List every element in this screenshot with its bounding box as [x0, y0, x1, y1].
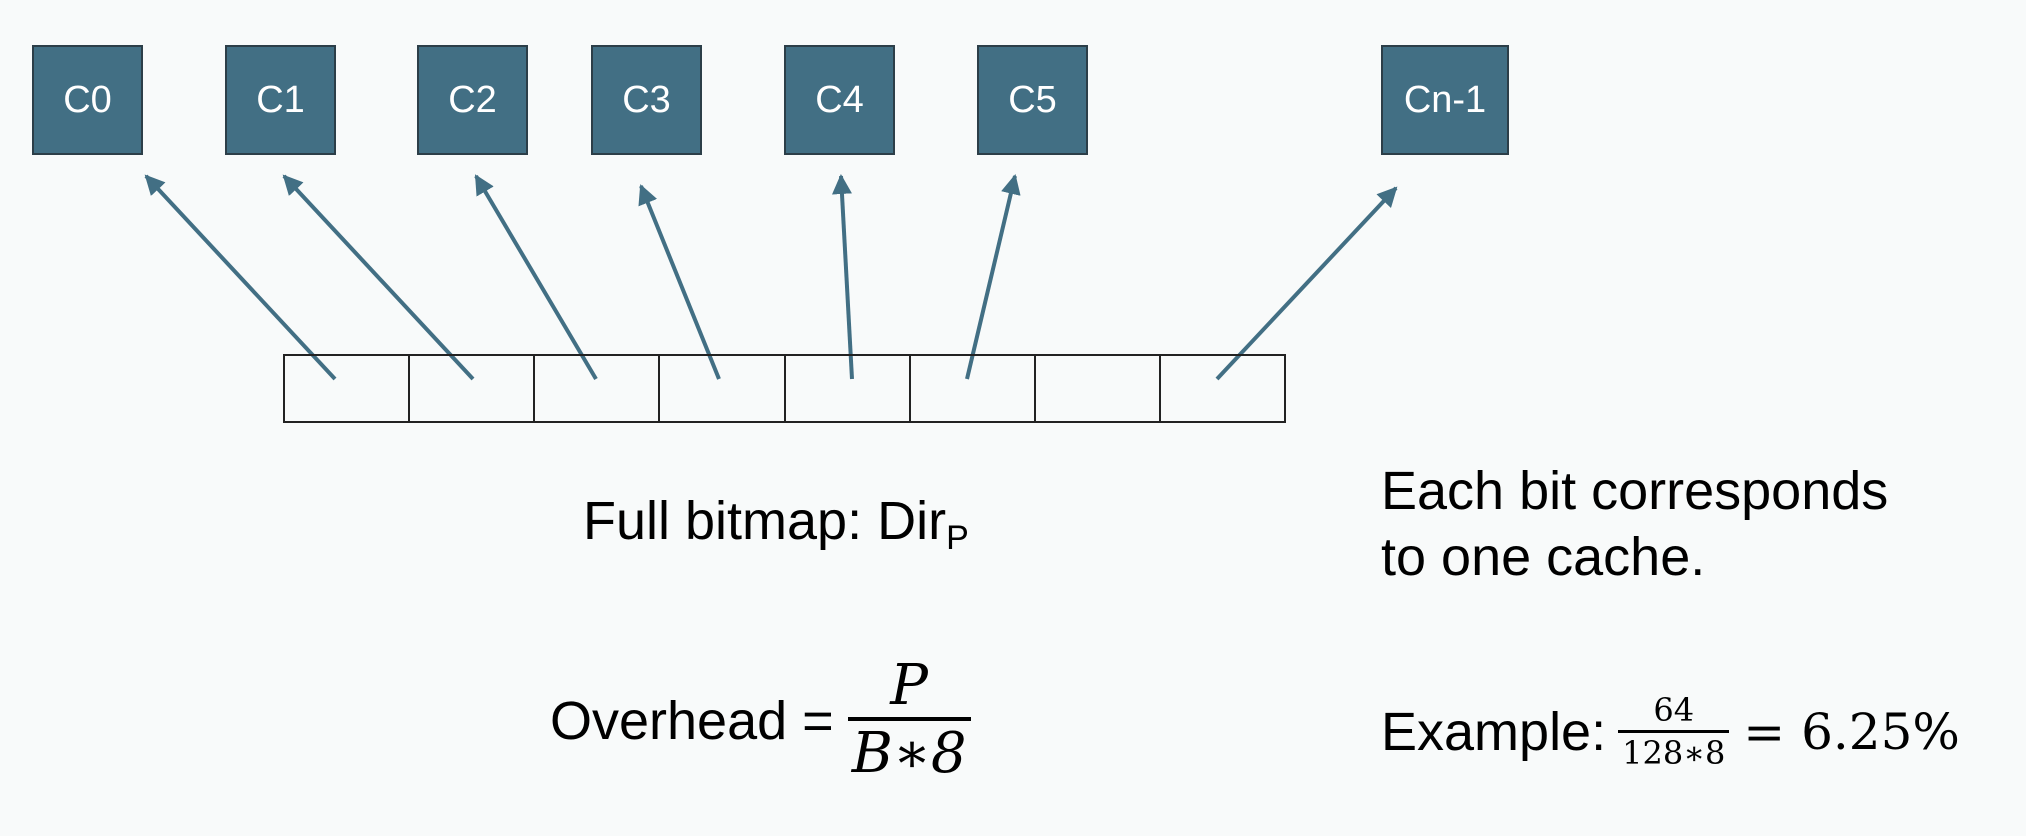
arrow-bit2-to-c2: [474, 174, 598, 381]
example-formula: Example: 64 128∗8 = 6.25%: [1381, 690, 1960, 773]
caption-text: Full bitmap: Dir: [583, 491, 947, 551]
arrow-bit0-to-c0: [144, 174, 337, 381]
caption-subscript: P: [946, 519, 969, 557]
arrow-bit4-to-c4: [831, 174, 854, 380]
arrow-bit5-to-c5: [965, 174, 1021, 380]
bitmap-bit: [1036, 356, 1161, 421]
overhead-fraction: P B∗8: [847, 653, 971, 787]
cache-label: C1: [256, 78, 305, 121]
bitmap-bit: [535, 356, 661, 421]
note-line-1: Each bit corresponds: [1381, 461, 1889, 521]
bitmap-row: [283, 354, 1286, 423]
example-numerator: 64: [1653, 691, 1695, 729]
note-line-2: to one cache.: [1381, 527, 1706, 587]
cache-c5: C5: [977, 45, 1088, 155]
example-denominator: 128∗8: [1622, 734, 1726, 772]
example-label: Example:: [1381, 701, 1607, 762]
arrow-bit1-to-c1: [282, 174, 475, 381]
fraction-bar: [847, 717, 971, 721]
bitmap-caption: Full bitmap: DirP: [583, 490, 969, 558]
example-fraction: 64 128∗8: [1618, 690, 1730, 773]
cache-label: C2: [448, 78, 497, 121]
cache-label: C0: [63, 78, 112, 121]
explanation-note: Each bit corresponds to one cache.: [1381, 458, 1888, 590]
cache-label: C3: [622, 78, 671, 121]
bitmap-bit: [786, 356, 911, 421]
cache-label: Cn-1: [1403, 78, 1487, 121]
bitmap-bit: [660, 356, 786, 421]
cache-label: C5: [1008, 78, 1057, 121]
overhead-denominator: B∗8: [851, 721, 967, 786]
arrow-bit3-to-c3: [638, 184, 721, 380]
fraction-bar: [1618, 730, 1730, 733]
cache-c0: C0: [32, 45, 143, 155]
overhead-label: Overhead =: [550, 691, 834, 751]
example-result: = 6.25%: [1743, 702, 1960, 761]
bitmap-bit: [911, 356, 1036, 421]
cache-c4: C4: [784, 45, 895, 155]
cache-c2: C2: [417, 45, 528, 155]
cache-c1: C1: [225, 45, 336, 155]
bitmap-bit: [1161, 356, 1284, 421]
cache-c3: C3: [591, 45, 702, 155]
overhead-numerator: P: [890, 653, 928, 718]
cache-label: C4: [815, 78, 864, 121]
overhead-formula: Overhead = P B∗8: [550, 655, 971, 787]
arrow-bit7-to-cn-1: [1215, 186, 1398, 381]
bitmap-bit: [285, 356, 411, 421]
cache-cn-1: Cn-1: [1381, 45, 1509, 155]
bitmap-bit: [410, 356, 536, 421]
